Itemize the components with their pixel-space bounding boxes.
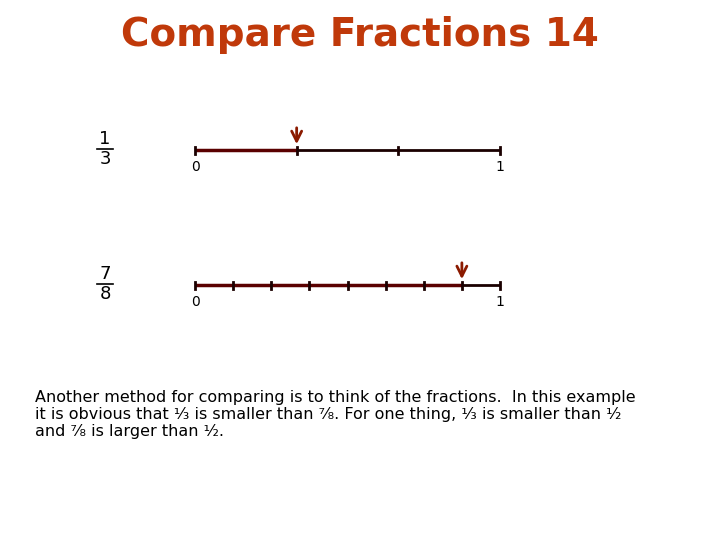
Text: Compare Fractions 14: Compare Fractions 14 — [121, 16, 599, 54]
Text: 8: 8 — [99, 285, 111, 303]
Text: it is obvious that ¹⁄₃ is smaller than ⁷⁄₈. For one thing, ¹⁄₃ is smaller than ¹: it is obvious that ¹⁄₃ is smaller than ⁷… — [35, 407, 621, 422]
Text: 0: 0 — [191, 295, 199, 309]
Text: 3: 3 — [99, 150, 111, 168]
Text: 1: 1 — [495, 160, 505, 174]
Text: 7: 7 — [99, 265, 111, 283]
Text: and ⁷⁄₈ is larger than ¹⁄₂.: and ⁷⁄₈ is larger than ¹⁄₂. — [35, 424, 224, 439]
Text: 1: 1 — [495, 295, 505, 309]
Text: 1: 1 — [99, 130, 111, 148]
Text: 0: 0 — [191, 160, 199, 174]
Text: Another method for comparing is to think of the fractions.  In this example: Another method for comparing is to think… — [35, 390, 636, 405]
